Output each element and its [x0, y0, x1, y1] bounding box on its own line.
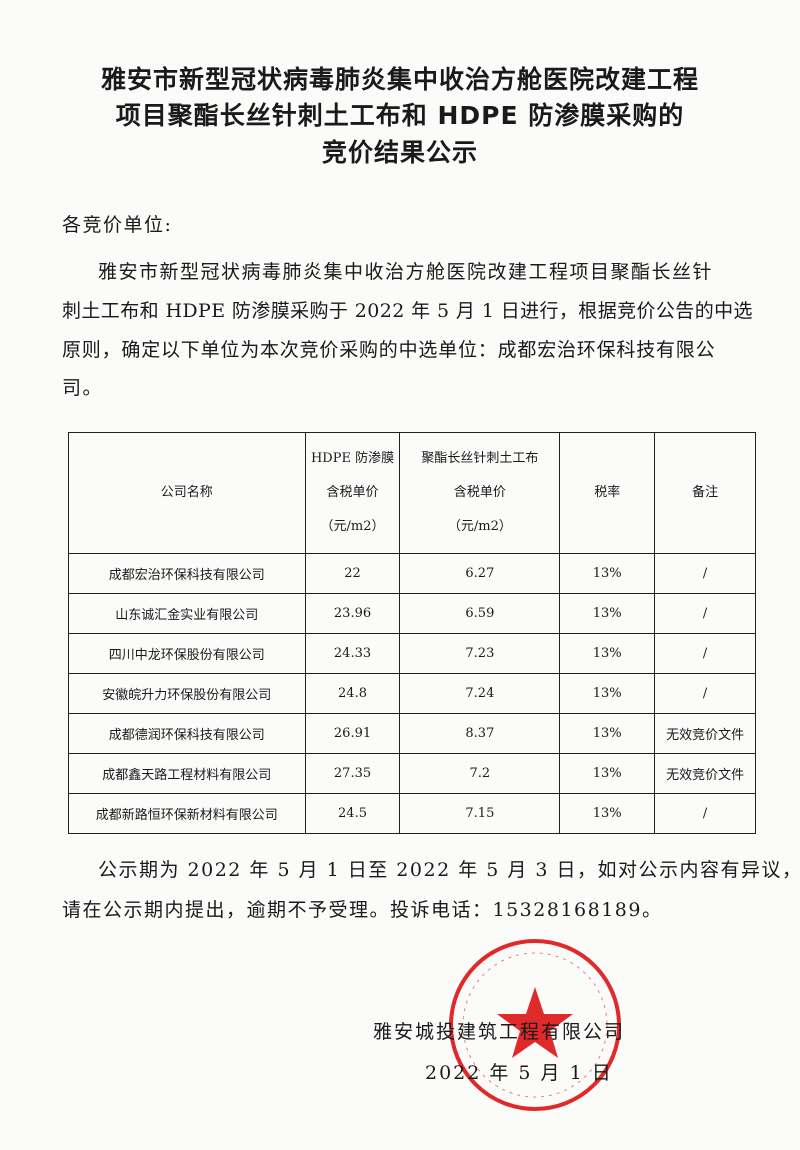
- cell-tax: 13%: [559, 753, 656, 794]
- cell-note: /: [654, 673, 756, 714]
- cell-geo: 6.59: [399, 593, 561, 634]
- title-line-1: 雅安市新型冠状病毒肺炎集中收治方舱医院改建工程: [100, 65, 699, 94]
- cell-hdpe: 23.96: [304, 593, 401, 634]
- notice-line-1: 公示期为 2022 年 5 月 1 日至 2022 年 5 月 3 日，如对公示…: [98, 859, 800, 881]
- header-geo-line: 含税单价: [453, 485, 506, 500]
- notice-line-2: 请在公示期内提出，逾期不予受理。投诉电话：15328168189。: [62, 899, 663, 921]
- body-line-3: 原则，确定以下单位为本次竞价采购的中选单位：成都宏治环保科技有限公: [62, 339, 716, 361]
- title-line-3: 竞价结果公示: [321, 138, 478, 167]
- cell-tax: 13%: [559, 553, 656, 594]
- header-hdpe-line: HDPE 防渗膜: [310, 451, 395, 466]
- cell-hdpe: 27.35: [304, 753, 401, 794]
- cell-geo: 7.24: [399, 673, 561, 714]
- table-row: 四川中龙环保股份有限公司 24.33 7.23 13% /: [68, 633, 756, 674]
- title-line-2: 项目聚酯长丝针刺土工布和 HDPE 防渗膜采购的: [115, 101, 685, 130]
- body-line-2: 刺土工布和 HDPE 防渗膜采购于 2022 年 5 月 1 日进行，根据竞价公…: [62, 300, 753, 322]
- cell-hdpe: 26.91: [304, 713, 401, 754]
- cell-note: /: [654, 633, 756, 674]
- cell-geo: 7.2: [399, 753, 561, 794]
- seal-ring: [449, 939, 621, 1111]
- cell-note: /: [654, 553, 756, 594]
- header-hdpe-line: 含税单价: [326, 485, 379, 500]
- cell-note: 无效竞价文件: [654, 753, 756, 794]
- cell-note: /: [654, 593, 756, 634]
- table-row: 安徽皖升力环保股份有限公司 24.8 7.24 13% /: [68, 673, 756, 714]
- cell-tax: 13%: [559, 593, 656, 634]
- cell-geo: 8.37: [399, 713, 561, 754]
- cell-geo: 7.15: [399, 793, 561, 834]
- header-geo-line: 聚酯长丝针刺土工布: [421, 451, 539, 466]
- header-tax: 税率: [559, 432, 656, 554]
- cell-geo: 7.23: [399, 633, 561, 674]
- signature-date: 2022 年 5 月 1 日: [425, 1062, 613, 1084]
- cell-tax: 13%: [559, 633, 656, 674]
- header-geotextile: 聚酯长丝针刺土工布 含税单价 （元/m2）: [399, 432, 561, 554]
- signature-org: 雅安城投建筑工程有限公司: [373, 1021, 626, 1043]
- header-geo-line: （元/m2）: [447, 519, 512, 534]
- header-hdpe-line: （元/m2）: [320, 519, 385, 534]
- header-company: 公司名称: [68, 432, 306, 554]
- cell-hdpe: 24.5: [304, 793, 401, 834]
- bid-results-table: 公司名称 HDPE 防渗膜 含税单价 （元/m2） 聚酯长丝针刺土工布 含税单价 （元/…: [68, 432, 756, 834]
- cell-tax: 13%: [559, 793, 656, 834]
- table-header-row: 公司名称 HDPE 防渗膜 含税单价 （元/m2） 聚酯长丝针刺土工布 含税单价 （元/…: [68, 432, 756, 554]
- salutation: 各竞价单位:: [62, 214, 173, 236]
- cell-hdpe: 22: [304, 553, 401, 594]
- body-line-4: 司。: [62, 377, 104, 399]
- seal-inner-ring: [462, 952, 608, 1098]
- cell-company: 成都德润环保科技有限公司: [68, 713, 306, 754]
- star-icon: [497, 987, 573, 1058]
- cell-tax: 13%: [559, 673, 656, 714]
- company-seal: [449, 939, 621, 1111]
- cell-note: 无效竞价文件: [654, 713, 756, 754]
- cell-tax: 13%: [559, 713, 656, 754]
- cell-hdpe: 24.33: [304, 633, 401, 674]
- body-line-1: 雅安市新型冠状病毒肺炎集中收治方舱医院改建工程项目聚酯长丝针: [98, 261, 714, 283]
- cell-company: 成都新路恒环保新材料有限公司: [68, 793, 306, 834]
- header-hdpe: HDPE 防渗膜 含税单价 （元/m2）: [304, 432, 401, 554]
- cell-company: 安徽皖升力环保股份有限公司: [68, 673, 306, 714]
- table-row: 成都德润环保科技有限公司 26.91 8.37 13% 无效竞价文件: [68, 713, 756, 754]
- cell-hdpe: 24.8: [304, 673, 401, 714]
- table-row: 成都宏治环保科技有限公司 22 6.27 13% /: [68, 553, 756, 594]
- cell-note: /: [654, 793, 756, 834]
- table-row: 成都新路恒环保新材料有限公司 24.5 7.15 13% /: [68, 793, 756, 834]
- cell-company: 四川中龙环保股份有限公司: [68, 633, 306, 674]
- cell-geo: 6.27: [399, 553, 561, 594]
- cell-company: 成都鑫天路工程材料有限公司: [68, 753, 306, 794]
- table-row: 成都鑫天路工程材料有限公司 27.35 7.2 13% 无效竞价文件: [68, 753, 756, 794]
- cell-company: 山东诚汇金实业有限公司: [68, 593, 306, 634]
- cell-company: 成都宏治环保科技有限公司: [68, 553, 306, 594]
- table-row: 山东诚汇金实业有限公司 23.96 6.59 13% /: [68, 593, 756, 634]
- header-note: 备注: [654, 432, 756, 554]
